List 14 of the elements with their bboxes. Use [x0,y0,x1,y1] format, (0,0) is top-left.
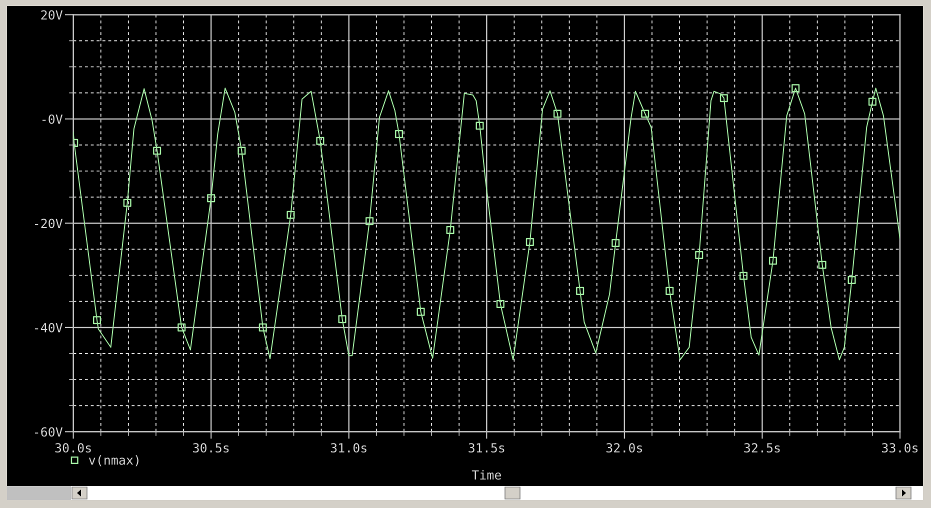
x-tick-label: 30.0s [55,443,91,453]
legend-label: v(nmax) [88,455,138,466]
y-tick-label: -20V [34,218,63,228]
x-tick-label: 30.5s [193,443,229,453]
x-tick-label: 33.0s [882,443,918,453]
y-tick-label: 20V [41,10,63,20]
x-tick-label: 31.0s [330,443,366,453]
x-axis-title: Time [472,470,501,480]
x-tick-label: 32.0s [606,443,642,453]
y-tick-label: -60V [34,427,63,437]
x-tick-label: 32.5s [744,443,780,453]
x-tick-label: 31.5s [468,443,504,453]
y-tick-label: -40V [34,322,63,332]
y-tick-label: -0V [42,114,63,124]
